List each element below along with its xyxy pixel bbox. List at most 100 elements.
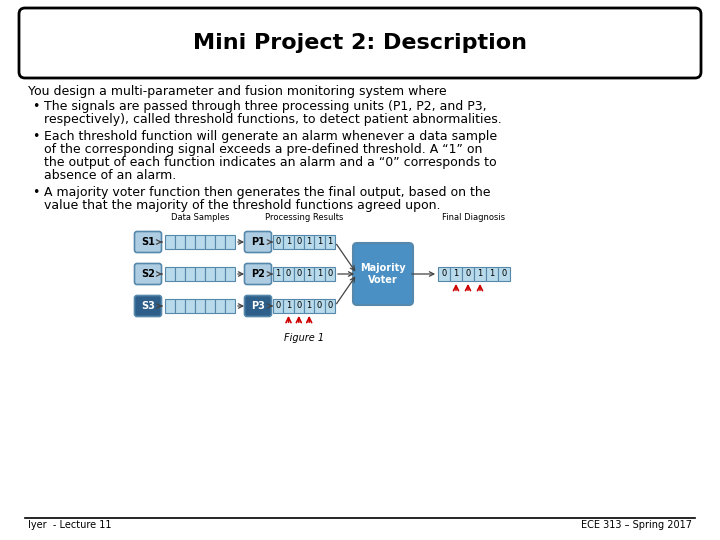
Bar: [205, 267, 215, 281]
Text: •: •: [32, 100, 40, 113]
Bar: [325, 235, 335, 249]
Bar: [195, 299, 205, 313]
Bar: [315, 235, 325, 249]
Bar: [225, 267, 235, 281]
Text: the output of each function indicates an alarm and a “0” corresponds to: the output of each function indicates an…: [44, 156, 497, 169]
Text: 1: 1: [307, 238, 312, 246]
Bar: [304, 299, 315, 313]
Bar: [294, 235, 304, 249]
Text: 1: 1: [276, 269, 281, 279]
Bar: [175, 267, 185, 281]
Text: Each threshold function will generate an alarm whenever a data sample: Each threshold function will generate an…: [44, 130, 497, 143]
Text: 0: 0: [441, 269, 446, 279]
Bar: [165, 267, 175, 281]
Bar: [315, 267, 325, 281]
Bar: [284, 299, 294, 313]
Text: 1: 1: [307, 269, 312, 279]
Text: You design a multi-parameter and fusion monitoring system where: You design a multi-parameter and fusion …: [28, 85, 446, 98]
Text: value that the majority of the threshold functions agreed upon.: value that the majority of the threshold…: [44, 199, 441, 212]
FancyBboxPatch shape: [245, 264, 271, 285]
FancyBboxPatch shape: [135, 295, 161, 316]
Text: 1: 1: [490, 269, 495, 279]
Text: Iyer  - Lecture 11: Iyer - Lecture 11: [28, 520, 112, 530]
FancyBboxPatch shape: [135, 264, 161, 285]
Text: respectively), called threshold functions, to detect patient abnormalities.: respectively), called threshold function…: [44, 113, 502, 126]
Text: 0: 0: [296, 301, 302, 310]
Text: 0: 0: [276, 238, 281, 246]
Bar: [273, 267, 284, 281]
Bar: [165, 235, 175, 249]
Text: 0: 0: [276, 301, 281, 310]
Bar: [325, 267, 335, 281]
Text: absence of an alarm.: absence of an alarm.: [44, 169, 176, 182]
Bar: [474, 267, 486, 281]
Text: ECE 313 – Spring 2017: ECE 313 – Spring 2017: [581, 520, 692, 530]
Bar: [225, 235, 235, 249]
FancyBboxPatch shape: [135, 232, 161, 253]
Bar: [205, 235, 215, 249]
Text: 0: 0: [286, 269, 291, 279]
Text: 0: 0: [327, 269, 333, 279]
Text: 1: 1: [327, 238, 333, 246]
Text: 1: 1: [286, 238, 291, 246]
Bar: [215, 299, 225, 313]
Bar: [304, 267, 315, 281]
Text: Final Diagnosis: Final Diagnosis: [442, 213, 505, 222]
Bar: [185, 267, 195, 281]
Text: 1: 1: [477, 269, 482, 279]
Text: 0: 0: [317, 301, 322, 310]
Text: •: •: [32, 130, 40, 143]
Bar: [185, 299, 195, 313]
Text: The signals are passed through three processing units (P1, P2, and P3,: The signals are passed through three pro…: [44, 100, 487, 113]
Bar: [175, 299, 185, 313]
Bar: [325, 299, 335, 313]
Text: Figure 1: Figure 1: [284, 333, 324, 343]
Text: Majority: Majority: [360, 263, 406, 273]
Text: Data Samples: Data Samples: [171, 213, 229, 222]
Text: 0: 0: [501, 269, 507, 279]
Text: 1: 1: [317, 269, 322, 279]
Text: 1: 1: [317, 238, 322, 246]
Bar: [462, 267, 474, 281]
Bar: [304, 235, 315, 249]
Bar: [273, 235, 284, 249]
Text: S2: S2: [141, 269, 155, 279]
Bar: [294, 267, 304, 281]
Bar: [498, 267, 510, 281]
Bar: [284, 267, 294, 281]
Text: 0: 0: [327, 301, 333, 310]
Text: Voter: Voter: [368, 275, 398, 285]
Text: S1: S1: [141, 237, 155, 247]
Bar: [195, 235, 205, 249]
FancyBboxPatch shape: [245, 232, 271, 253]
Text: A majority voter function then generates the final output, based on the: A majority voter function then generates…: [44, 186, 490, 199]
Bar: [215, 267, 225, 281]
Bar: [315, 299, 325, 313]
FancyBboxPatch shape: [245, 295, 271, 316]
Bar: [175, 235, 185, 249]
Text: 1: 1: [286, 301, 291, 310]
Bar: [486, 267, 498, 281]
Text: Processing Results: Processing Results: [265, 213, 343, 222]
Text: P2: P2: [251, 269, 265, 279]
Bar: [185, 235, 195, 249]
Text: 0: 0: [296, 269, 302, 279]
FancyBboxPatch shape: [19, 8, 701, 78]
Bar: [438, 267, 450, 281]
Text: •: •: [32, 186, 40, 199]
Bar: [215, 235, 225, 249]
Bar: [165, 299, 175, 313]
Text: Mini Project 2: Description: Mini Project 2: Description: [193, 33, 527, 53]
Text: P3: P3: [251, 301, 265, 311]
Text: of the corresponding signal exceeds a pre-defined threshold. A “1” on: of the corresponding signal exceeds a pr…: [44, 143, 482, 156]
Text: 0: 0: [465, 269, 471, 279]
FancyBboxPatch shape: [353, 243, 413, 305]
Bar: [450, 267, 462, 281]
Bar: [284, 235, 294, 249]
Text: S3: S3: [141, 301, 155, 311]
Bar: [273, 299, 284, 313]
Bar: [294, 299, 304, 313]
Text: 0: 0: [296, 238, 302, 246]
Text: P1: P1: [251, 237, 265, 247]
Text: 1: 1: [307, 301, 312, 310]
